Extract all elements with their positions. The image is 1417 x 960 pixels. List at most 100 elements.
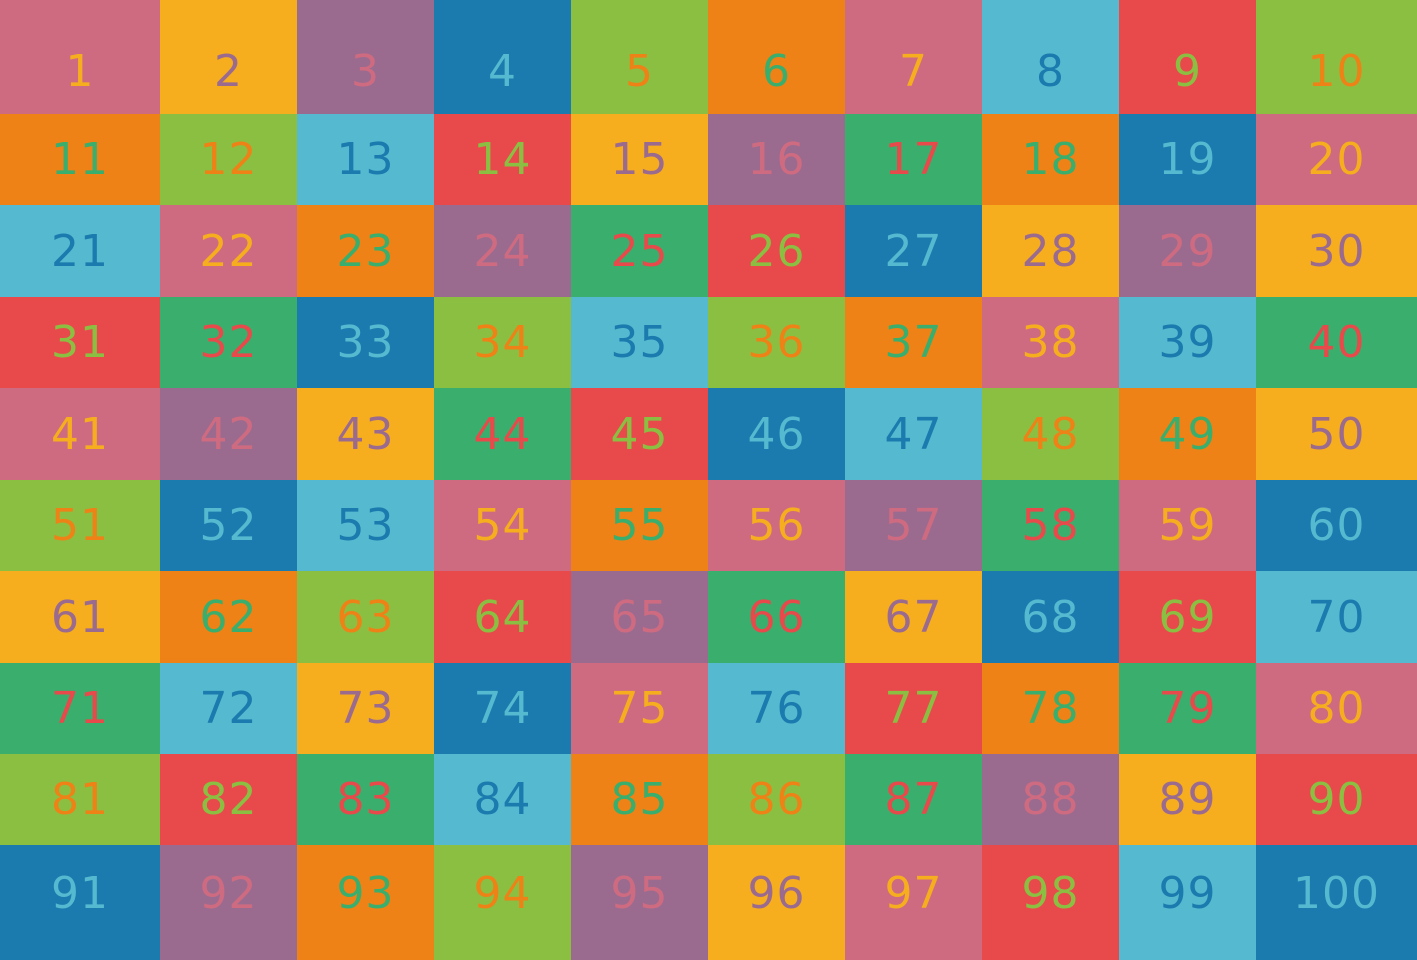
number-cell: 36: [708, 297, 845, 388]
number-cell: 32: [160, 297, 297, 388]
number-cell: 81: [0, 754, 160, 845]
number-cell: 83: [297, 754, 434, 845]
number-cell: 52: [160, 480, 297, 571]
number-cell: 85: [571, 754, 708, 845]
number-cell: 48: [982, 388, 1119, 480]
number-cell: 100: [1256, 845, 1417, 960]
number-cell: 76: [708, 663, 845, 754]
number-cell: 14: [434, 114, 571, 205]
number-cell: 62: [160, 571, 297, 663]
number-cell: 56: [708, 480, 845, 571]
number-cell: 39: [1119, 297, 1256, 388]
number-cell: 94: [434, 845, 571, 960]
number-cell: 84: [434, 754, 571, 845]
number-cell: 10: [1256, 0, 1417, 114]
number-cell: 37: [845, 297, 982, 388]
number-cell: 96: [708, 845, 845, 960]
number-cell: 82: [160, 754, 297, 845]
number-cell: 24: [434, 205, 571, 297]
number-cell: 3: [297, 0, 434, 114]
number-cell: 8: [982, 0, 1119, 114]
number-cell: 72: [160, 663, 297, 754]
number-cell: 18: [982, 114, 1119, 205]
number-cell: 33: [297, 297, 434, 388]
number-cell: 67: [845, 571, 982, 663]
number-cell: 51: [0, 480, 160, 571]
number-cell: 1: [0, 0, 160, 114]
number-cell: 63: [297, 571, 434, 663]
number-cell: 92: [160, 845, 297, 960]
number-cell: 86: [708, 754, 845, 845]
number-cell: 78: [982, 663, 1119, 754]
number-cell: 50: [1256, 388, 1417, 480]
number-cell: 98: [982, 845, 1119, 960]
number-cell: 15: [571, 114, 708, 205]
number-cell: 74: [434, 663, 571, 754]
number-cell: 28: [982, 205, 1119, 297]
number-cell: 55: [571, 480, 708, 571]
number-cell: 11: [0, 114, 160, 205]
number-cell: 93: [297, 845, 434, 960]
number-cell: 13: [297, 114, 434, 205]
number-cell: 46: [708, 388, 845, 480]
number-cell: 22: [160, 205, 297, 297]
number-cell: 7: [845, 0, 982, 114]
number-cell: 71: [0, 663, 160, 754]
number-cell: 42: [160, 388, 297, 480]
number-cell: 80: [1256, 663, 1417, 754]
number-cell: 27: [845, 205, 982, 297]
number-cell: 54: [434, 480, 571, 571]
number-cell: 89: [1119, 754, 1256, 845]
number-cell: 9: [1119, 0, 1256, 114]
number-cell: 68: [982, 571, 1119, 663]
number-cell: 21: [0, 205, 160, 297]
number-cell: 20: [1256, 114, 1417, 205]
number-cell: 90: [1256, 754, 1417, 845]
number-cell: 19: [1119, 114, 1256, 205]
number-cell: 26: [708, 205, 845, 297]
number-cell: 6: [708, 0, 845, 114]
number-cell: 31: [0, 297, 160, 388]
number-cell: 87: [845, 754, 982, 845]
number-cell: 70: [1256, 571, 1417, 663]
number-cell: 69: [1119, 571, 1256, 663]
number-cell: 59: [1119, 480, 1256, 571]
number-cell: 43: [297, 388, 434, 480]
number-cell: 23: [297, 205, 434, 297]
number-cell: 16: [708, 114, 845, 205]
number-cell: 49: [1119, 388, 1256, 480]
number-cell: 47: [845, 388, 982, 480]
number-cell: 53: [297, 480, 434, 571]
number-cell: 35: [571, 297, 708, 388]
number-cell: 64: [434, 571, 571, 663]
number-cell: 88: [982, 754, 1119, 845]
number-cell: 30: [1256, 205, 1417, 297]
number-cell: 75: [571, 663, 708, 754]
number-cell: 97: [845, 845, 982, 960]
number-cell: 66: [708, 571, 845, 663]
number-cell: 61: [0, 571, 160, 663]
number-cell: 58: [982, 480, 1119, 571]
number-cell: 41: [0, 388, 160, 480]
number-cell: 29: [1119, 205, 1256, 297]
number-cell: 38: [982, 297, 1119, 388]
number-cell: 40: [1256, 297, 1417, 388]
number-cell: 12: [160, 114, 297, 205]
number-cell: 5: [571, 0, 708, 114]
number-cell: 65: [571, 571, 708, 663]
number-cell: 60: [1256, 480, 1417, 571]
number-cell: 95: [571, 845, 708, 960]
number-cell: 17: [845, 114, 982, 205]
number-cell: 34: [434, 297, 571, 388]
number-cell: 2: [160, 0, 297, 114]
number-cell: 57: [845, 480, 982, 571]
number-cell: 91: [0, 845, 160, 960]
number-cell: 4: [434, 0, 571, 114]
number-cell: 79: [1119, 663, 1256, 754]
number-cell: 25: [571, 205, 708, 297]
number-cell: 73: [297, 663, 434, 754]
number-cell: 45: [571, 388, 708, 480]
number-cell: 77: [845, 663, 982, 754]
number-cell: 99: [1119, 845, 1256, 960]
